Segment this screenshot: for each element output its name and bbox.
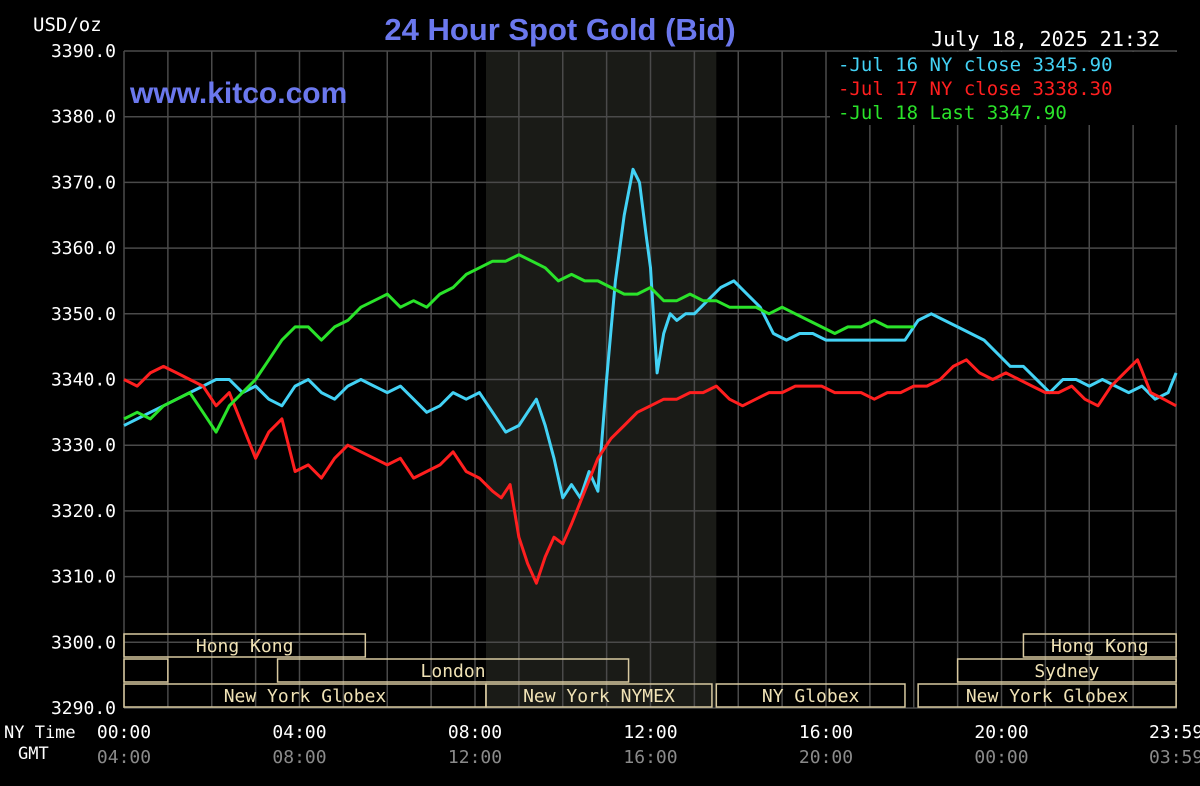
- y-tick-label: 3310.0: [51, 567, 116, 588]
- ny-time-tick: 16:00: [799, 722, 853, 743]
- y-axis-unit: USD/oz: [33, 14, 102, 36]
- y-axis-ticks: 3390.0 3380.0 3370.0 3360.0 3350.0 3340.0 3330…: [51, 41, 116, 719]
- session-label: New York Globex: [966, 686, 1129, 707]
- gmt-time-tick: 03:59: [1149, 747, 1200, 768]
- y-tick-label: 3320.0: [51, 501, 116, 522]
- y-tick-label: 3380.0: [51, 107, 116, 128]
- session-box: [485, 683, 713, 708]
- y-tick-label: 3300.0: [51, 632, 116, 653]
- y-tick-label: 3360.0: [51, 238, 116, 259]
- ny-time-tick: 20:00: [974, 722, 1028, 743]
- gmt-time-tick: 20:00: [799, 747, 853, 768]
- y-tick-label: 3370.0: [51, 172, 116, 193]
- session-label: London: [421, 661, 486, 682]
- session-box: [123, 658, 169, 683]
- session-label: Hong Kong: [196, 636, 294, 657]
- series-line: [123, 253, 914, 434]
- series-line: [123, 358, 1177, 585]
- kitco-watermark: www.kitco.com: [129, 77, 347, 110]
- legend-box: [830, 52, 1178, 125]
- price-series: [123, 167, 1178, 585]
- chart-title: 24 Hour Spot Gold (Bid): [384, 12, 735, 47]
- gmt-label: GMT: [18, 744, 49, 764]
- ny-time-tick: 04:00: [272, 722, 326, 743]
- ny-time-tick: 08:00: [448, 722, 502, 743]
- session-label: New York Globex: [224, 686, 387, 707]
- session-label: Hong Kong: [1051, 636, 1149, 657]
- series-line: [123, 167, 1178, 500]
- gmt-time-tick: 12:00: [448, 747, 502, 768]
- legend-item: -Jul 18 Last 3347.90: [838, 102, 1067, 124]
- x-axis-ticks: 00:00 04:00 08:00 12:00 16:00 20:00 23:59 04:00…: [97, 722, 1200, 768]
- ny-time-tick: 23:59: [1149, 722, 1200, 743]
- session-box: [715, 683, 906, 708]
- session-box: [276, 658, 630, 683]
- y-tick-label: 3350.0: [51, 304, 116, 325]
- session-box: [917, 683, 1177, 708]
- session-label: Sydney: [1034, 661, 1099, 682]
- y-tick-label: 3340.0: [51, 370, 116, 391]
- y-tick-label: 3330.0: [51, 435, 116, 456]
- session-box: [1022, 633, 1177, 658]
- legend-item: -Jul 17 NY close 3338.30: [838, 78, 1113, 100]
- y-tick-label: 3290.0: [51, 698, 116, 719]
- ny-time-label: NY Time: [4, 723, 76, 743]
- session-label: New York NYMEX: [523, 686, 675, 707]
- gmt-time-tick: 16:00: [623, 747, 677, 768]
- ny-time-tick: 00:00: [97, 722, 151, 743]
- gmt-time-tick: 08:00: [272, 747, 326, 768]
- session-label: NY Globex: [762, 686, 860, 707]
- session-box: [123, 633, 367, 658]
- trading-sessions: Hong Kong London New York Globex New York N…: [123, 633, 1177, 708]
- gmt-time-tick: 00:00: [974, 747, 1028, 768]
- gmt-time-tick: 04:00: [97, 747, 151, 768]
- timestamp: July 18, 2025 21:32: [931, 27, 1160, 51]
- legend: -Jul 16 NY close 3345.90-Jul 17 NY close…: [830, 52, 1178, 125]
- legend-item: -Jul 16 NY close 3345.90: [838, 54, 1113, 76]
- y-tick-label: 3390.0: [51, 41, 116, 62]
- ny-time-tick: 12:00: [623, 722, 677, 743]
- session-box: [956, 658, 1177, 683]
